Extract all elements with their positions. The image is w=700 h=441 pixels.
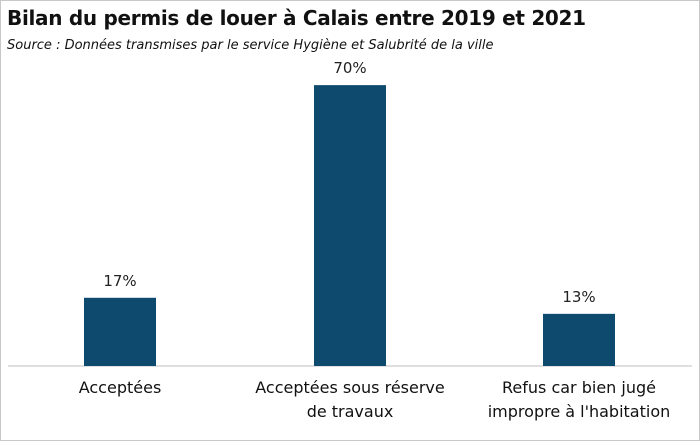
data-label-2: 70%: [333, 59, 366, 77]
data-label-3: 13%: [562, 288, 595, 306]
chart-title: Bilan du permis de louer à Calais entre …: [7, 6, 586, 30]
category-label-3: Refus car bien jugé impropre à l'habitat…: [487, 378, 671, 421]
bar-1: [84, 297, 156, 366]
category-label-2: Acceptées sous réserve de travaux: [255, 378, 445, 421]
data-label-1: 17%: [103, 272, 136, 290]
chart-subtitle: Source : Données transmises par le servi…: [7, 38, 494, 53]
bar-2: [314, 85, 386, 366]
category-label-1: Acceptées: [78, 378, 162, 397]
bar-3: [543, 313, 615, 366]
